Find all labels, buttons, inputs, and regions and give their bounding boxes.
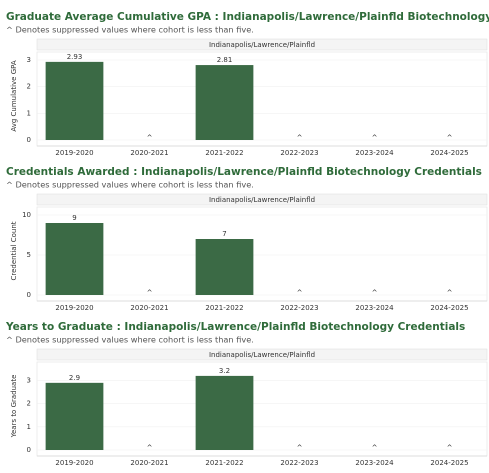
- bar: [45, 382, 104, 450]
- x-tick-label: 2019-2020: [55, 304, 93, 312]
- value-label: 3.2: [219, 367, 230, 375]
- y-axis-label: Credential Count: [10, 221, 18, 280]
- y-tick-label: 2: [27, 400, 31, 408]
- bar: [45, 223, 104, 295]
- value-label: ^: [447, 444, 453, 452]
- panel-header-box: [36, 38, 488, 51]
- y-axis-label: Years to Graduate: [10, 375, 18, 439]
- y-tick-label: 2: [27, 83, 31, 91]
- panel-header: Indianapolis/Lawrence/Plainfld: [209, 351, 315, 359]
- chart-title: Years to Graduate : Indianapolis/Lawrenc…: [5, 321, 465, 333]
- value-label: 9: [72, 214, 76, 222]
- plot-frame: [36, 206, 488, 302]
- y-tick-label: 0: [27, 136, 31, 144]
- value-label: ^: [447, 134, 453, 142]
- x-tick-label: 2021-2022: [205, 459, 243, 467]
- value-label: ^: [372, 134, 378, 142]
- panel-header: Indianapolis/Lawrence/Plainfld: [209, 41, 315, 49]
- value-label: ^: [297, 134, 303, 142]
- chart-subtitle: ^ Denotes suppressed values where cohort…: [6, 25, 254, 35]
- x-tick-label: 2020-2021: [130, 149, 168, 157]
- x-tick-label: 2021-2022: [205, 304, 243, 312]
- x-tick-label: 2023-2024: [355, 149, 394, 157]
- chart-title: Credentials Awarded : Indianapolis/Lawre…: [6, 166, 482, 178]
- x-tick-label: 2019-2020: [55, 459, 93, 467]
- x-tick-label: 2024-2025: [430, 304, 468, 312]
- y-tick-label: 3: [27, 56, 31, 64]
- value-label: ^: [297, 444, 303, 452]
- x-tick-label: 2023-2024: [355, 304, 394, 312]
- y-tick-label: 10: [22, 211, 31, 219]
- chart-title: Graduate Average Cumulative GPA : Indian…: [6, 11, 489, 23]
- y-tick-label: 5: [27, 251, 31, 259]
- y-tick-label: 1: [27, 423, 31, 431]
- x-tick-label: 2024-2025: [430, 459, 468, 467]
- x-tick-label: 2024-2025: [430, 149, 468, 157]
- y-tick-label: 1: [27, 109, 31, 117]
- y-tick-label: 3: [27, 377, 31, 385]
- bar: [45, 61, 104, 140]
- chart-subtitle: ^ Denotes suppressed values where cohort…: [6, 180, 254, 190]
- x-tick-label: 2022-2023: [280, 304, 318, 312]
- x-tick-label: 2021-2022: [205, 149, 243, 157]
- panel-header-box: [36, 348, 488, 361]
- x-tick-label: 2020-2021: [130, 459, 168, 467]
- y-tick-label: 0: [27, 446, 31, 454]
- value-label: 2.9: [69, 374, 80, 382]
- x-tick-label: 2022-2023: [280, 149, 318, 157]
- y-axis-label: Avg Cumulative GPA: [10, 60, 18, 132]
- bar: [195, 65, 254, 140]
- value-label: ^: [447, 289, 453, 297]
- bar: [195, 239, 254, 295]
- chart-subtitle: ^ Denotes suppressed values where cohort…: [6, 335, 254, 345]
- value-label: ^: [147, 134, 153, 142]
- value-label: 2.81: [217, 56, 233, 64]
- bar: [195, 375, 254, 450]
- x-tick-label: 2019-2020: [55, 149, 93, 157]
- value-label: ^: [297, 289, 303, 297]
- x-tick-label: 2023-2024: [355, 459, 394, 467]
- plot-frame: [36, 361, 488, 457]
- value-label: ^: [147, 444, 153, 452]
- value-label: ^: [372, 444, 378, 452]
- value-label: 2.93: [67, 53, 83, 61]
- y-tick-label: 0: [27, 291, 31, 299]
- panel-header-box: [36, 193, 488, 206]
- value-label: 7: [222, 230, 226, 238]
- value-label: ^: [372, 289, 378, 297]
- x-tick-label: 2022-2023: [280, 459, 318, 467]
- value-label: ^: [147, 289, 153, 297]
- panel-header: Indianapolis/Lawrence/Plainfld: [209, 196, 315, 204]
- x-tick-label: 2020-2021: [130, 304, 168, 312]
- plot-frame: [36, 51, 488, 147]
